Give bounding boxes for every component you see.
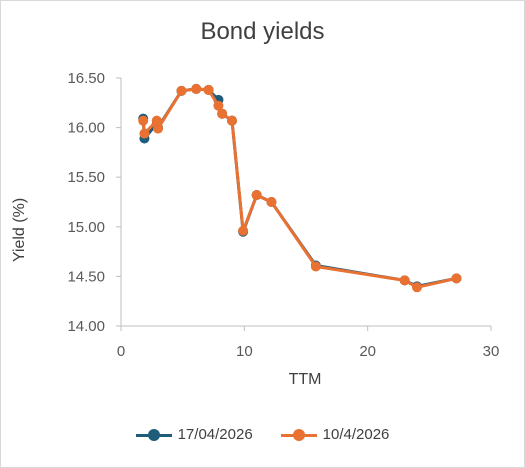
series-2-point	[399, 275, 410, 286]
y-tick-label: 16.00	[67, 120, 105, 137]
series-2-point	[203, 84, 214, 95]
y-tick-label: 15.00	[67, 219, 105, 236]
chart-title: Bond yields	[200, 18, 325, 45]
series-2-point	[251, 190, 262, 201]
y-tick-label: 14.00	[67, 318, 105, 335]
legend-swatch-series-2	[280, 428, 317, 441]
legend-item-series-2: 10/4/2026	[280, 426, 390, 443]
series-2-point	[227, 115, 237, 126]
series-2-point	[217, 108, 228, 119]
legend-marker-series-2	[292, 428, 305, 441]
series-2-point	[139, 128, 150, 139]
legend-item-series-1: 17/04/2026	[135, 426, 253, 443]
series-2-point	[266, 197, 277, 207]
legend-label-series-1: 17/04/2026	[177, 426, 253, 443]
series-2-point	[151, 115, 162, 126]
series-line-1	[141, 87, 457, 288]
y-tick-label: 14.50	[67, 268, 105, 285]
x-tick-label: 0	[117, 343, 125, 360]
legend-label-series-2: 10/4/2026	[322, 426, 390, 443]
series-2-point	[310, 261, 321, 272]
y-tick-label: 15.50	[67, 169, 105, 186]
x-axis-label: TTM	[288, 371, 322, 388]
series-2-point	[412, 282, 422, 293]
legend: 17/04/2026 10/4/2026	[0, 426, 525, 443]
x-tick-label: 10	[236, 343, 253, 360]
series-line-2	[141, 87, 457, 289]
legend-marker-series-1	[147, 428, 160, 441]
series-2-point	[153, 123, 163, 134]
series-2-point	[238, 225, 249, 236]
x-tick-label: 20	[359, 343, 376, 360]
series-2-point	[138, 115, 149, 126]
legend-swatch-series-1	[135, 428, 172, 441]
series-2-point	[213, 100, 224, 111]
series-2-point	[191, 83, 202, 94]
series-2-point	[451, 273, 462, 284]
y-tick-label: 16.50	[67, 70, 105, 87]
series-2-point	[176, 85, 187, 96]
x-tick-label: 30	[483, 343, 500, 360]
